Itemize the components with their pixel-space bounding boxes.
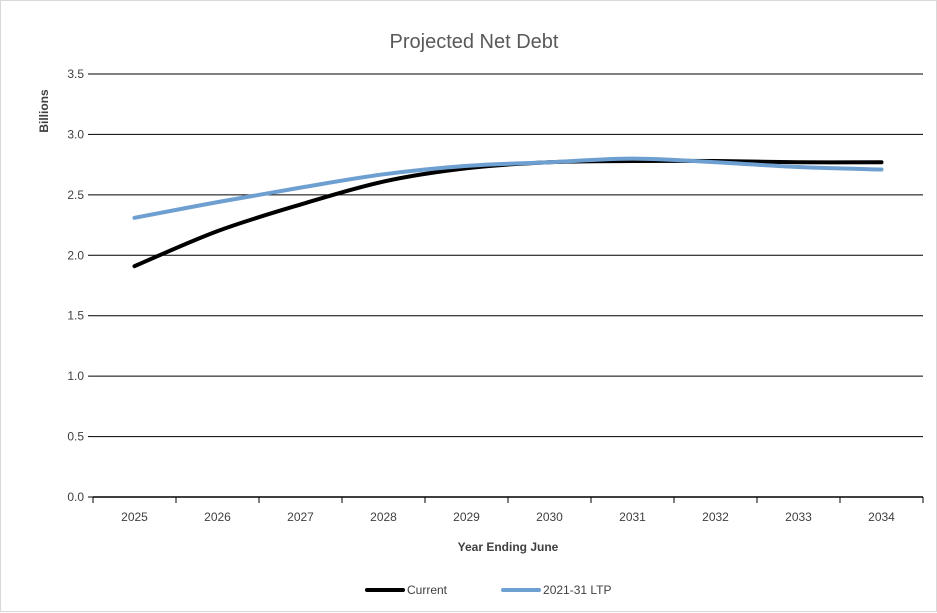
x-tick-label: 2029	[453, 510, 480, 524]
y-tick-label: 3.5	[67, 67, 84, 81]
x-tick-label: 2032	[702, 510, 729, 524]
x-tick-label: 2028	[370, 510, 397, 524]
y-tick-label: 0.5	[67, 430, 84, 444]
x-tick-label: 2026	[204, 510, 231, 524]
y-tick-label: 2.5	[67, 188, 84, 202]
x-tick-label: 2031	[619, 510, 646, 524]
series-line-1	[132, 156, 884, 220]
legend-label-1: 2021-31 LTP	[543, 583, 612, 597]
x-tick-label: 2034	[868, 510, 895, 524]
series-layer	[132, 156, 884, 269]
y-tick-label: 1.0	[67, 369, 84, 383]
chart-title: Projected Net Debt	[390, 31, 559, 53]
x-tick-label: 2030	[536, 510, 563, 524]
x-tick-label: 2033	[785, 510, 812, 524]
y-tick-label: 0.0	[67, 490, 84, 504]
x-axis-ticks: 2025 2026 2027 2028 2029 2030 2031 2032 2033 2034	[92, 497, 924, 524]
y-tick-label: 3.0	[67, 127, 84, 141]
y-tick-label: 2.0	[67, 248, 84, 262]
legend-label-0: Current	[407, 583, 448, 597]
x-axis-title: Year Ending June	[458, 540, 559, 554]
series-line-0	[132, 158, 884, 269]
legend: Current 2021-31 LTP	[365, 583, 612, 597]
y-axis-ticks: 0.0 0.5 1.0 1.5 2.0 2.5 3.0 3.5	[67, 67, 93, 504]
gridlines	[93, 73, 923, 438]
x-tick-label: 2025	[121, 510, 148, 524]
x-tick-label: 2027	[287, 510, 314, 524]
y-axis-title: Billions	[37, 89, 51, 133]
y-tick-label: 1.5	[67, 309, 84, 323]
